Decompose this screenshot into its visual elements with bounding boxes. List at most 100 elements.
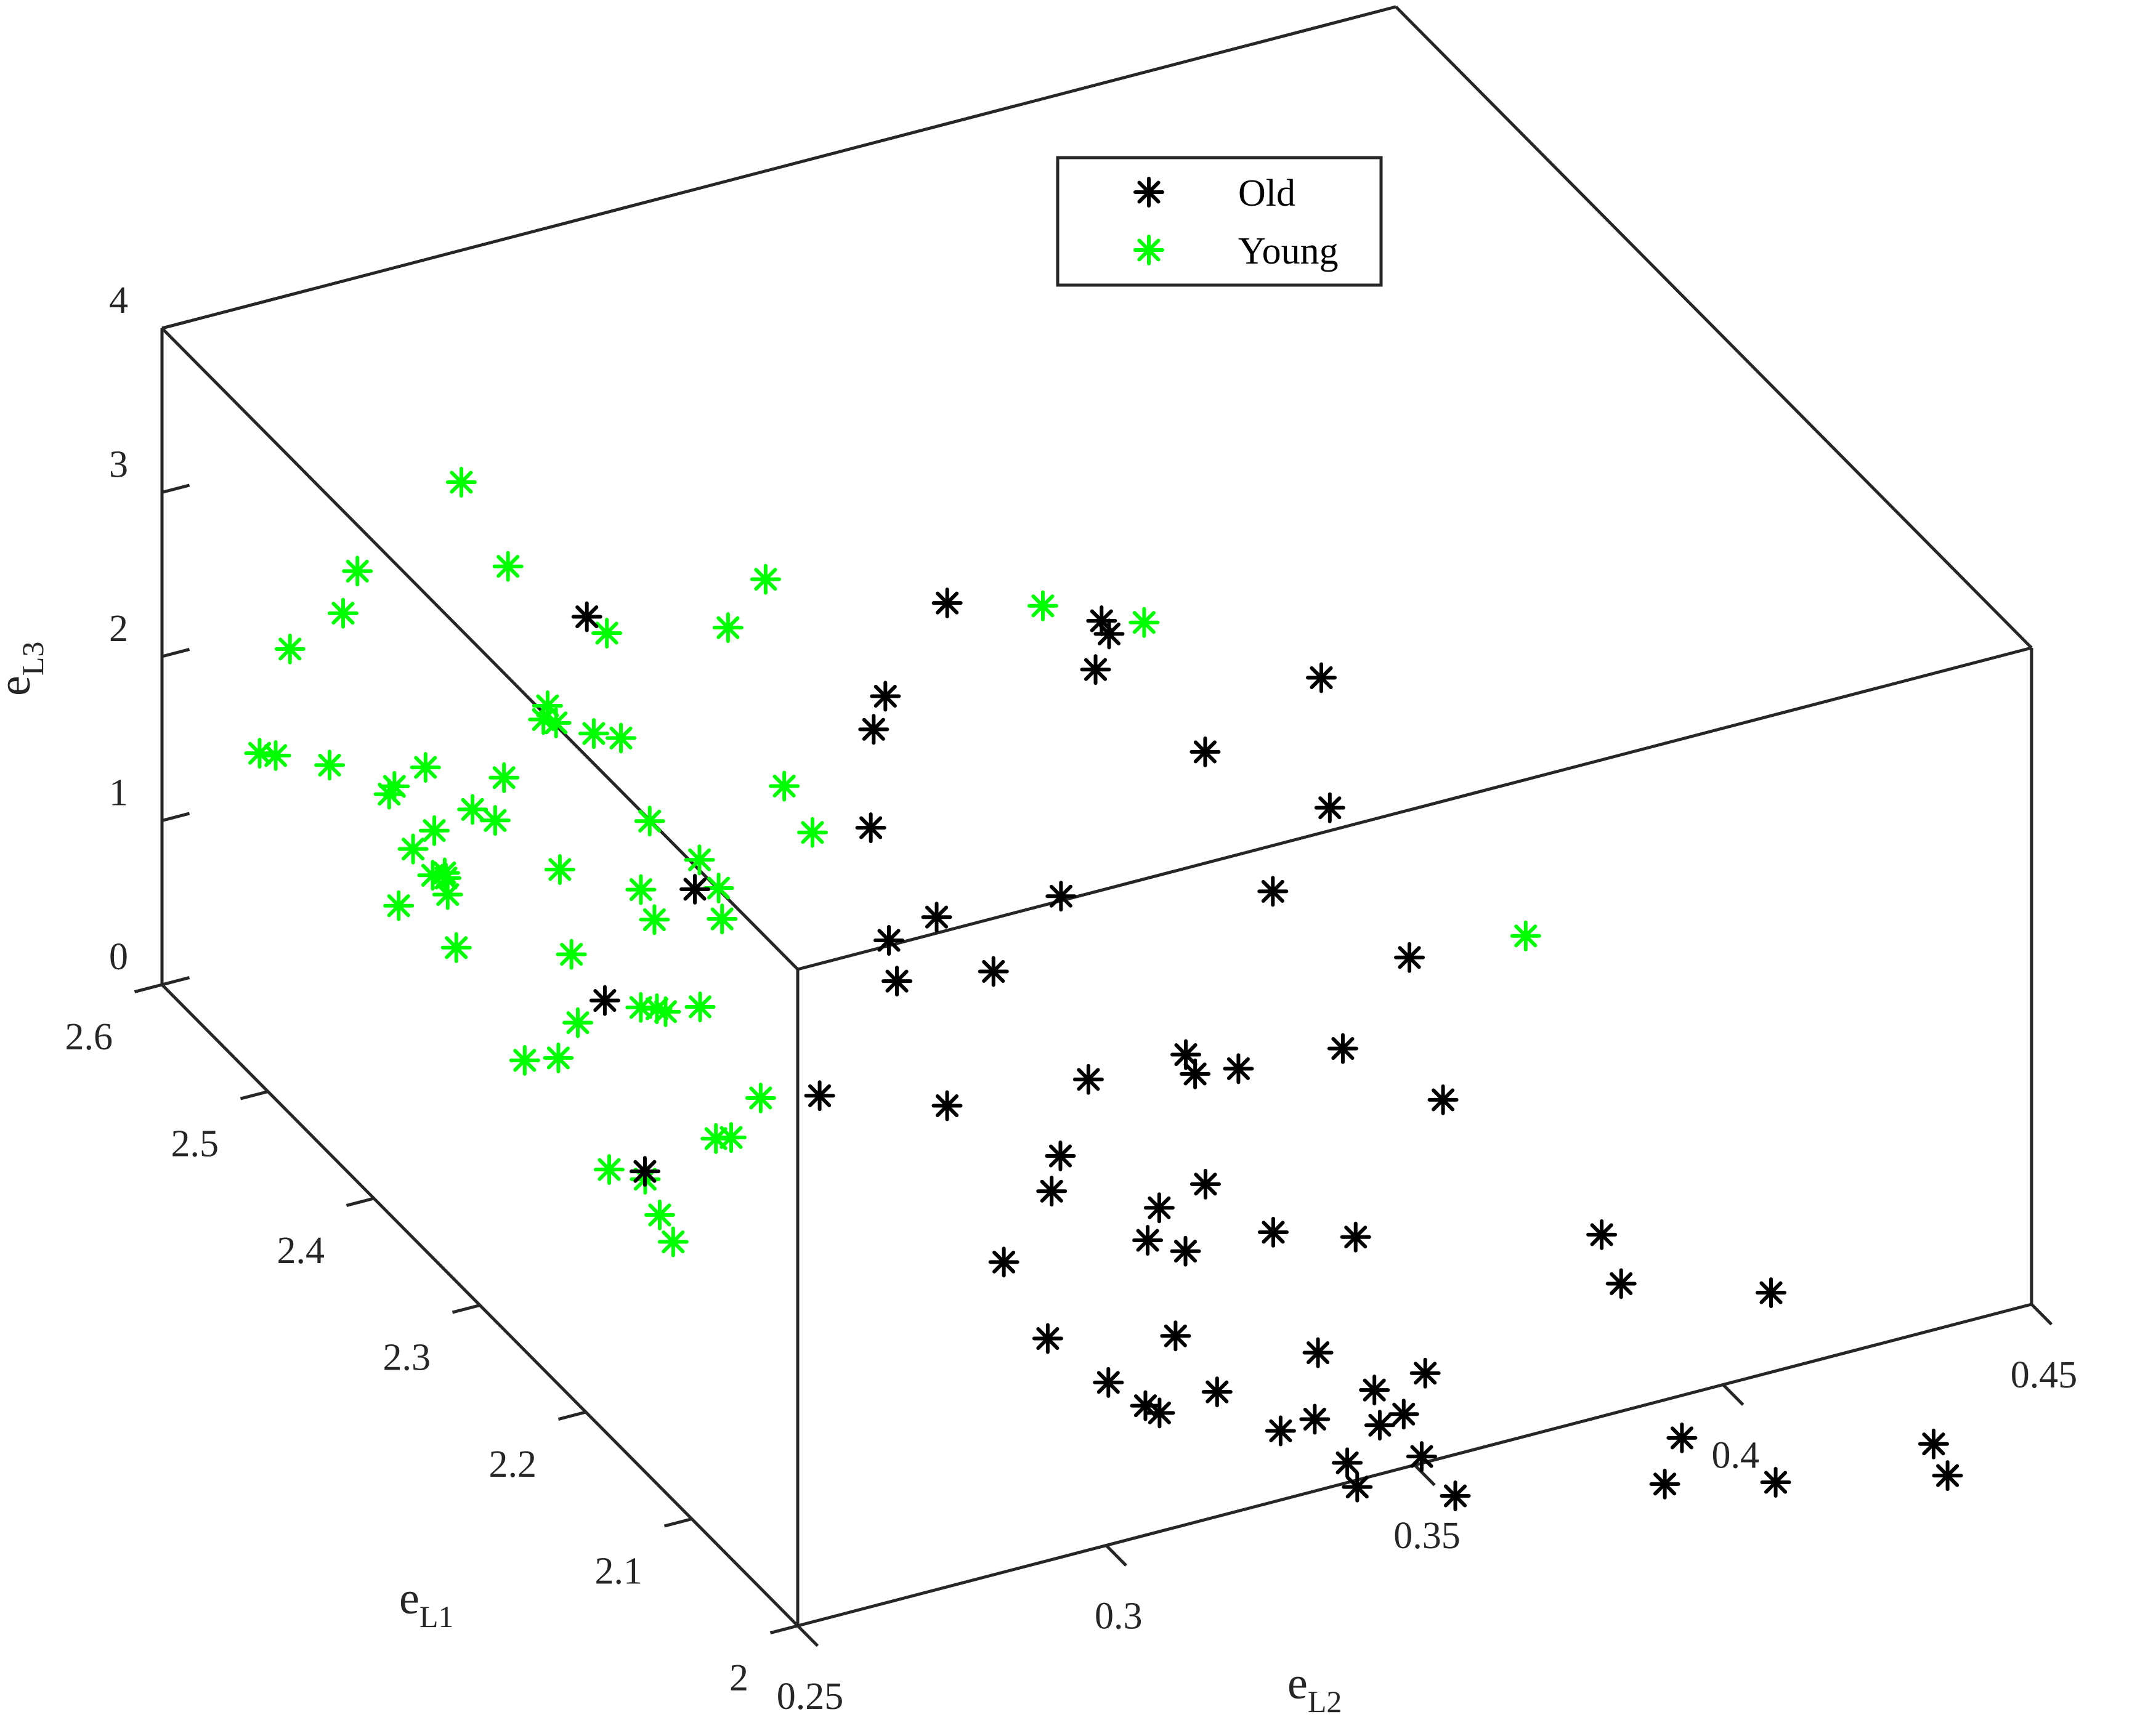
data-point-old [1132, 1225, 1164, 1256]
y-tick [134, 983, 163, 994]
data-point-old [1586, 1219, 1618, 1250]
data-point-old [1257, 876, 1289, 907]
data-point-old [589, 985, 620, 1016]
y-tick-label: 2.1 [595, 1551, 643, 1593]
x-tick-label: 0.3 [1095, 1596, 1143, 1637]
data-point-old [1257, 1216, 1289, 1248]
data-point-young [327, 597, 359, 629]
data-point-old [1160, 1320, 1191, 1352]
data-point-young [712, 612, 744, 644]
data-point-old [1170, 1039, 1202, 1070]
box-edge-EG [161, 327, 799, 971]
data-point-old [1201, 1376, 1233, 1408]
data-point-young [383, 890, 415, 921]
data-point-young [342, 555, 373, 587]
z-axis-label: eL3 [0, 642, 50, 696]
x-axis-label: eL2 [1287, 1658, 1342, 1719]
data-point-old [1093, 618, 1125, 650]
data-point-old [1340, 1221, 1371, 1253]
data-point-young [488, 762, 520, 793]
data-point-old [921, 902, 952, 933]
data-point-old [858, 714, 890, 745]
data-point-young [440, 932, 472, 963]
axis-labels: eL2 eL1 eL3 [0, 642, 1342, 1719]
z-tick-label: 2 [109, 608, 128, 650]
data-point-old [881, 966, 913, 997]
legend: Old Young [1056, 156, 1383, 287]
data-point-old [1045, 1141, 1076, 1172]
y-axis-label: eL1 [399, 1573, 453, 1634]
data-point-young [750, 563, 781, 595]
x-tick [1413, 1464, 1436, 1487]
data-point-young [544, 854, 575, 885]
data-point-young [457, 794, 488, 825]
x-tick-label: 0.35 [1393, 1515, 1461, 1557]
data-point-old [1605, 1268, 1637, 1299]
data-point-young [1510, 920, 1541, 951]
data-point-young [684, 844, 715, 876]
z-tick-label: 1 [109, 772, 128, 814]
data-point-young [314, 749, 346, 781]
x-tick [1722, 1383, 1745, 1406]
data-point-old [1918, 1428, 1949, 1460]
data-point-old [978, 956, 1009, 987]
y-tick-label: 2.2 [489, 1443, 537, 1485]
y-tick-label: 2.4 [277, 1230, 325, 1272]
data-point-old [1036, 1176, 1068, 1207]
data-point-old [1359, 1375, 1390, 1406]
data-point-old [873, 924, 905, 956]
y-tick-label: 2.6 [65, 1016, 113, 1058]
data-point-young [606, 722, 637, 754]
data-point-old [1093, 1367, 1124, 1398]
data-point-old [1649, 1468, 1680, 1500]
data-point-young [578, 718, 609, 749]
data-point-old [629, 1156, 660, 1187]
series-young [244, 466, 1541, 1258]
data-point-old [679, 873, 711, 905]
box-edge-GH [161, 5, 1396, 330]
legend-marker-young [1133, 235, 1164, 265]
data-point-old [1406, 1441, 1437, 1472]
data-point-young [625, 874, 657, 905]
data-point-young [593, 1154, 625, 1185]
y-tick [663, 1517, 692, 1528]
legend-label-young: Young [1238, 230, 1339, 272]
data-point-young [700, 1123, 732, 1154]
data-point-young [274, 633, 306, 664]
data-point-old [571, 601, 602, 632]
data-point-old [1327, 1033, 1358, 1064]
data-point-young [373, 778, 405, 810]
data-point-old [1045, 881, 1077, 912]
data-point-young [591, 618, 623, 649]
data-point-young [445, 466, 477, 498]
data-point-old [931, 1090, 963, 1121]
data-point-young [641, 993, 673, 1025]
data-point-old [1760, 1467, 1791, 1498]
data-point-old [1223, 1053, 1254, 1084]
data-points [244, 466, 1963, 1512]
x-tick-label: 0.4 [1712, 1435, 1760, 1477]
z-tick [161, 319, 190, 330]
x-tick-label: 0.25 [777, 1676, 844, 1718]
data-point-young [562, 1007, 593, 1038]
data-point-young [509, 1044, 540, 1076]
box-edge-EF [797, 646, 2032, 971]
data-point-old [1314, 792, 1345, 823]
data-point-young [657, 1226, 689, 1258]
data-point-old [1170, 1235, 1201, 1267]
data-point-old [1080, 654, 1111, 685]
data-point-young [769, 770, 800, 802]
data-point-old [855, 812, 886, 844]
data-point-young [492, 551, 524, 582]
data-point-old [1302, 1337, 1334, 1368]
y-tick [452, 1304, 480, 1314]
data-point-old [1305, 662, 1337, 693]
data-point-young [543, 1042, 574, 1073]
y-tick [240, 1090, 269, 1100]
data-point-young [707, 903, 738, 935]
data-point-old [804, 1080, 835, 1112]
axis-ticks: 0.25 0.3 0.35 0.4 0.45 2 2.1 2.2 2.3 2.4 2.5 2.6 0 1 2… [65, 280, 2078, 1718]
data-point-young [625, 991, 657, 1023]
data-point-young [417, 860, 448, 891]
